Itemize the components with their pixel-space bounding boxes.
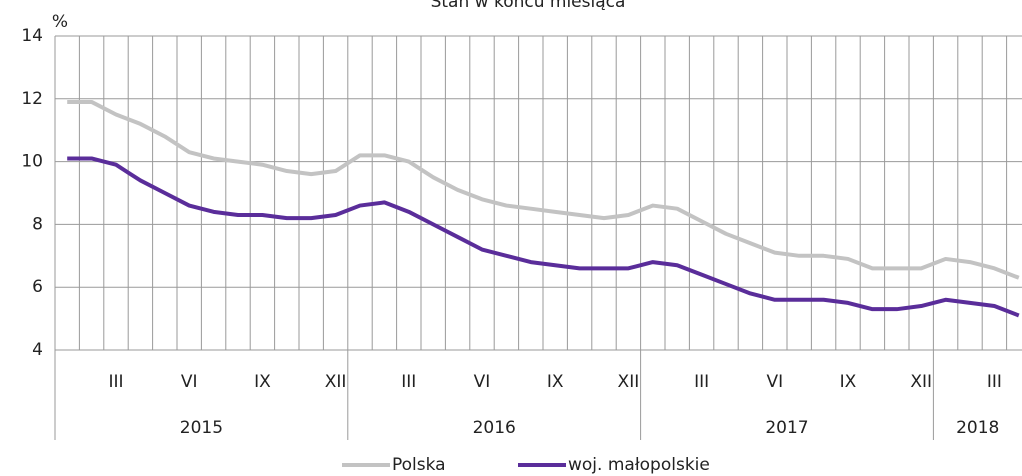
x-tick-label: III xyxy=(694,372,709,392)
x-tick-label: IX xyxy=(254,372,271,392)
x-tick-label: VI xyxy=(181,372,198,392)
year-label: 2015 xyxy=(180,418,223,438)
x-tick-label: XII xyxy=(325,372,347,392)
x-tick-label: XII xyxy=(910,372,932,392)
x-tick-label: III xyxy=(108,372,123,392)
chart-title: Stan w końcu miesiąca xyxy=(431,0,626,12)
y-tick-label: 4 xyxy=(32,340,43,360)
x-tick-label: VI xyxy=(766,372,783,392)
y-tick-label: 10 xyxy=(21,152,43,172)
year-label: 2016 xyxy=(473,418,516,438)
x-tick-label: IX xyxy=(840,372,857,392)
y-axis-unit: % xyxy=(52,12,68,32)
y-tick-label: 6 xyxy=(32,277,43,297)
year-label: 2018 xyxy=(956,418,999,438)
year-label: 2017 xyxy=(765,418,808,438)
y-tick-label: 8 xyxy=(32,214,43,234)
legend-label: Polska xyxy=(392,455,446,475)
x-tick-label: III xyxy=(987,372,1002,392)
y-tick-label: 14 xyxy=(21,26,43,46)
x-tick-label: VI xyxy=(474,372,491,392)
series-line xyxy=(67,156,1020,318)
x-tick-label: III xyxy=(401,372,416,392)
y-tick-label: 12 xyxy=(21,89,43,109)
series-line xyxy=(67,99,1020,280)
legend-label: woj. małopolskie xyxy=(568,455,710,475)
x-tick-label: XII xyxy=(618,372,640,392)
x-tick-label: IX xyxy=(547,372,564,392)
